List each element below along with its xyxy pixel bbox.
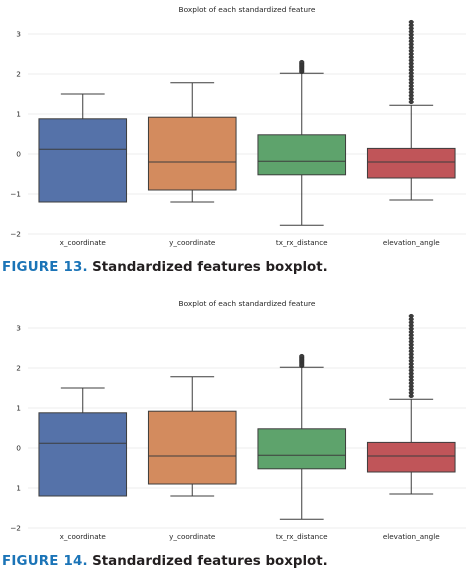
- y-tick-label: −2: [10, 524, 21, 533]
- x-tick-label: y_coordinate: [169, 238, 216, 247]
- box-elevation-angle: [366, 19, 456, 201]
- y-tick-label: 2: [16, 364, 21, 373]
- chart-title: Boxplot of each standardized feature: [179, 299, 316, 308]
- y-tick-label: 2: [16, 70, 21, 79]
- figure-14-caption: FIGURE 14. Standardized features boxplot…: [2, 554, 328, 569]
- x-tick-label: tx_rx_distance: [276, 532, 328, 541]
- box-elevation-angle: [366, 313, 456, 495]
- x-tick-label: y_coordinate: [169, 532, 216, 541]
- x-tick-label: elevation_angle: [383, 238, 440, 247]
- iqr-box: [366, 441, 456, 473]
- iqr-box: [257, 134, 347, 176]
- iqr-box: [38, 118, 128, 203]
- y-tick-label: 1: [16, 484, 21, 493]
- figure-14-panel: Boxplot of each standardized feature −2 1 0…: [0, 294, 474, 544]
- y-tick-label: −2: [10, 230, 21, 239]
- iqr-box: [257, 428, 347, 470]
- figure-13-caption: FIGURE 13. Standardized features boxplot…: [2, 260, 328, 275]
- y-tick-label: 0: [16, 150, 21, 159]
- iqr-box: [147, 116, 237, 191]
- outlier-point: [299, 59, 305, 65]
- y-tick-label: 1: [16, 110, 21, 119]
- box-tx-rx-distance: [257, 353, 347, 520]
- outlier-point: [408, 19, 414, 25]
- iqr-box: [147, 410, 237, 485]
- caption-label: FIGURE 13.: [2, 260, 88, 275]
- box-tx-rx-distance: [257, 59, 347, 226]
- box-y-coordinate: [147, 376, 237, 497]
- y-tick-label: 1: [16, 404, 21, 413]
- boxplot-chart: Boxplot of each standardized feature −2 1 0…: [10, 299, 466, 541]
- box-x-coordinate: [38, 387, 128, 497]
- x-tick-label: x_coordinate: [60, 238, 107, 247]
- y-tick-label: 0: [16, 444, 21, 453]
- outlier-point: [408, 313, 414, 319]
- caption-text: Standardized features boxplot.: [92, 260, 328, 275]
- x-tick-label: elevation_angle: [383, 532, 440, 541]
- figure-13-panel: Boxplot of each standardized feature −2 −1…: [0, 0, 474, 250]
- box-y-coordinate: [147, 82, 237, 203]
- iqr-box: [366, 147, 456, 179]
- y-tick-label: −1: [10, 190, 21, 199]
- box-x-coordinate: [38, 93, 128, 203]
- x-tick-label: tx_rx_distance: [276, 238, 328, 247]
- y-tick-label: 3: [16, 30, 21, 39]
- outlier-point: [299, 353, 305, 359]
- y-tick-label: 3: [16, 324, 21, 333]
- chart-title: Boxplot of each standardized feature: [179, 5, 316, 14]
- boxplot-chart: Boxplot of each standardized feature −2 −1…: [10, 5, 466, 247]
- x-tick-label: x_coordinate: [60, 532, 107, 541]
- caption-label: FIGURE 14.: [2, 554, 88, 569]
- caption-text: Standardized features boxplot.: [92, 554, 328, 569]
- iqr-box: [38, 412, 128, 497]
